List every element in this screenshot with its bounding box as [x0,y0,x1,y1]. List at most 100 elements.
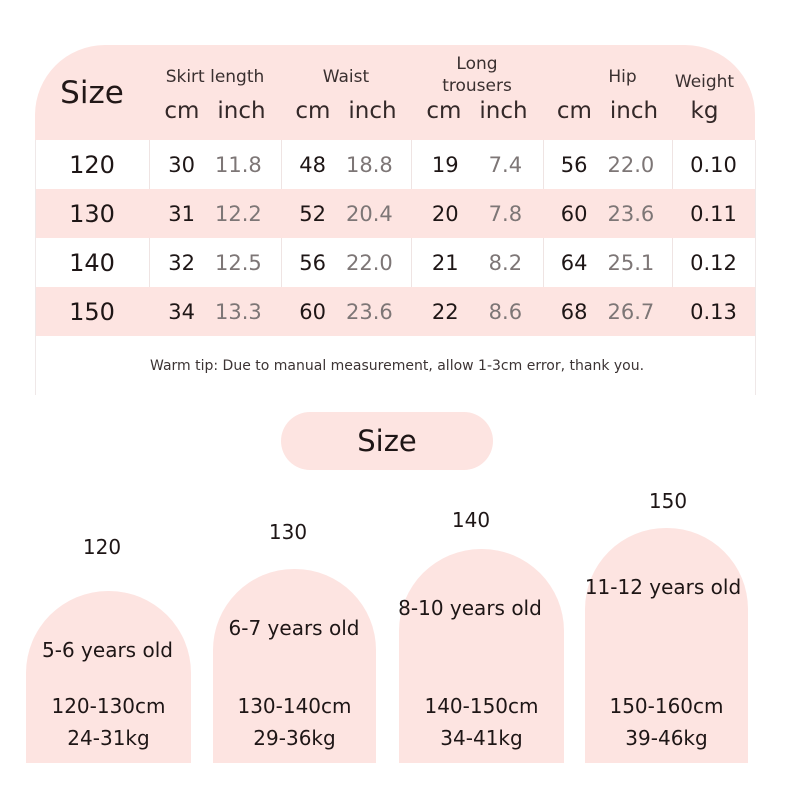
column-divider [411,140,412,189]
header-units: cm inch [281,98,411,124]
cm-value: 60 [299,299,326,324]
cm-value: 19 [431,152,459,177]
table-right-border [755,140,756,395]
hip-cell: 64 25.1 [543,238,672,287]
size-cell: 140 [69,248,115,277]
waist-cell: 60 23.6 [281,287,411,336]
inch-value: 7.4 [488,152,523,177]
table-row: 120 30 11.8 48 18.8 19 7.4 56 22.0 0.10 [35,140,755,189]
header-units: kg [667,98,742,124]
column-divider [149,140,150,189]
skirt-length-cell: 32 12.5 [149,238,281,287]
unit-inch: inch [609,98,659,124]
card-size-label: 140 [451,508,491,532]
skirt-length-cell: 30 11.8 [149,140,281,189]
unit-cm: cm [295,98,331,124]
card-measurements: 120-130cm 24-31kg [26,690,191,754]
inch-value: 23.6 [345,299,393,324]
weight-cell: 0.13 [690,299,737,324]
inch-value: 8.2 [488,250,523,275]
long-trousers-cell: 22 8.6 [411,287,543,336]
header-title-line2: trousers [442,76,512,96]
inch-value: 22.0 [607,152,655,177]
card-age: 8-10 years old [398,596,542,620]
skirt-length-cell: 31 12.2 [149,189,281,238]
inch-value: 12.2 [214,201,262,226]
column-divider [281,238,282,287]
header-units: cm inch [149,98,281,124]
inch-value: 8.6 [488,299,523,324]
cm-value: 68 [560,299,588,324]
card-measurements: 130-140cm 29-36kg [213,690,376,754]
table-left-border [35,140,36,395]
header-title: Waist [322,67,370,87]
inch-value: 12.5 [214,250,262,275]
weight-cell: 0.10 [690,152,737,177]
size-card-150 [585,528,748,763]
header-title-line1: Long [456,54,498,74]
column-divider [281,140,282,189]
card-weight: 29-36kg [253,726,336,750]
card-weight: 39-46kg [625,726,708,750]
waist-cell: 48 18.8 [281,140,411,189]
card-age: 6-7 years old [228,616,360,640]
inch-value: 25.1 [607,250,655,275]
cm-value: 56 [299,250,326,275]
hip-cell: 56 22.0 [543,140,672,189]
unit-cm: cm [164,98,200,124]
inch-value: 20.4 [345,201,393,226]
card-weight: 34-41kg [440,726,523,750]
hip-cell: 68 26.7 [543,287,672,336]
card-height: 140-150cm [424,694,539,718]
inch-value: 26.7 [607,299,655,324]
hip-cell: 60 23.6 [543,189,672,238]
column-divider [672,238,673,287]
cm-value: 64 [560,250,588,275]
cm-value: 31 [168,201,195,226]
unit-cm: cm [426,98,462,124]
warm-tip: Warm tip: Due to manual measurement, all… [150,358,645,374]
column-divider [149,238,150,287]
unit-inch: inch [348,98,397,124]
inch-value: 7.8 [488,201,523,226]
unit-kg: kg [690,98,719,124]
column-divider [543,140,544,189]
weight-cell: 0.12 [690,250,737,275]
header-units: cm inch [543,98,672,124]
header-title: Skirt length [165,67,265,87]
card-age: 11-12 years old [584,575,742,599]
cm-value: 34 [168,299,195,324]
unit-inch: inch [479,98,528,124]
size-chart-table: Size Skirt length cm inch Waist cm inch … [35,45,756,395]
card-age: 5-6 years old [42,638,173,662]
card-height: 150-160cm [609,694,724,718]
size-cell: 150 [69,297,115,326]
header-title: Weight [674,72,735,92]
cm-value: 48 [299,152,326,177]
size-cell: 120 [69,150,115,179]
card-measurements: 140-150cm 34-41kg [399,690,564,754]
column-divider [672,140,673,189]
header-size: Size [60,75,124,111]
waist-cell: 52 20.4 [281,189,411,238]
inch-value: 13.3 [214,299,262,324]
size-card-130 [213,569,376,763]
cm-value: 56 [560,152,588,177]
size-card-140 [399,549,564,763]
skirt-length-cell: 34 13.3 [149,287,281,336]
long-trousers-cell: 21 8.2 [411,238,543,287]
card-size-label: 130 [268,520,308,544]
table-header: Size Skirt length cm inch Waist cm inch … [35,45,755,140]
cm-value: 52 [299,201,326,226]
table-row: 150 34 13.3 60 23.6 22 8.6 68 26.7 0.13 [35,287,755,336]
card-size-label: 150 [648,489,688,513]
size-card-120 [26,591,191,763]
waist-cell: 56 22.0 [281,238,411,287]
cm-value: 21 [431,250,459,275]
unit-cm: cm [556,98,592,124]
cm-value: 22 [431,299,459,324]
cm-value: 32 [168,250,195,275]
unit-inch: inch [217,98,266,124]
weight-cell: 0.11 [690,201,737,226]
size-section-title: Size [281,412,493,470]
